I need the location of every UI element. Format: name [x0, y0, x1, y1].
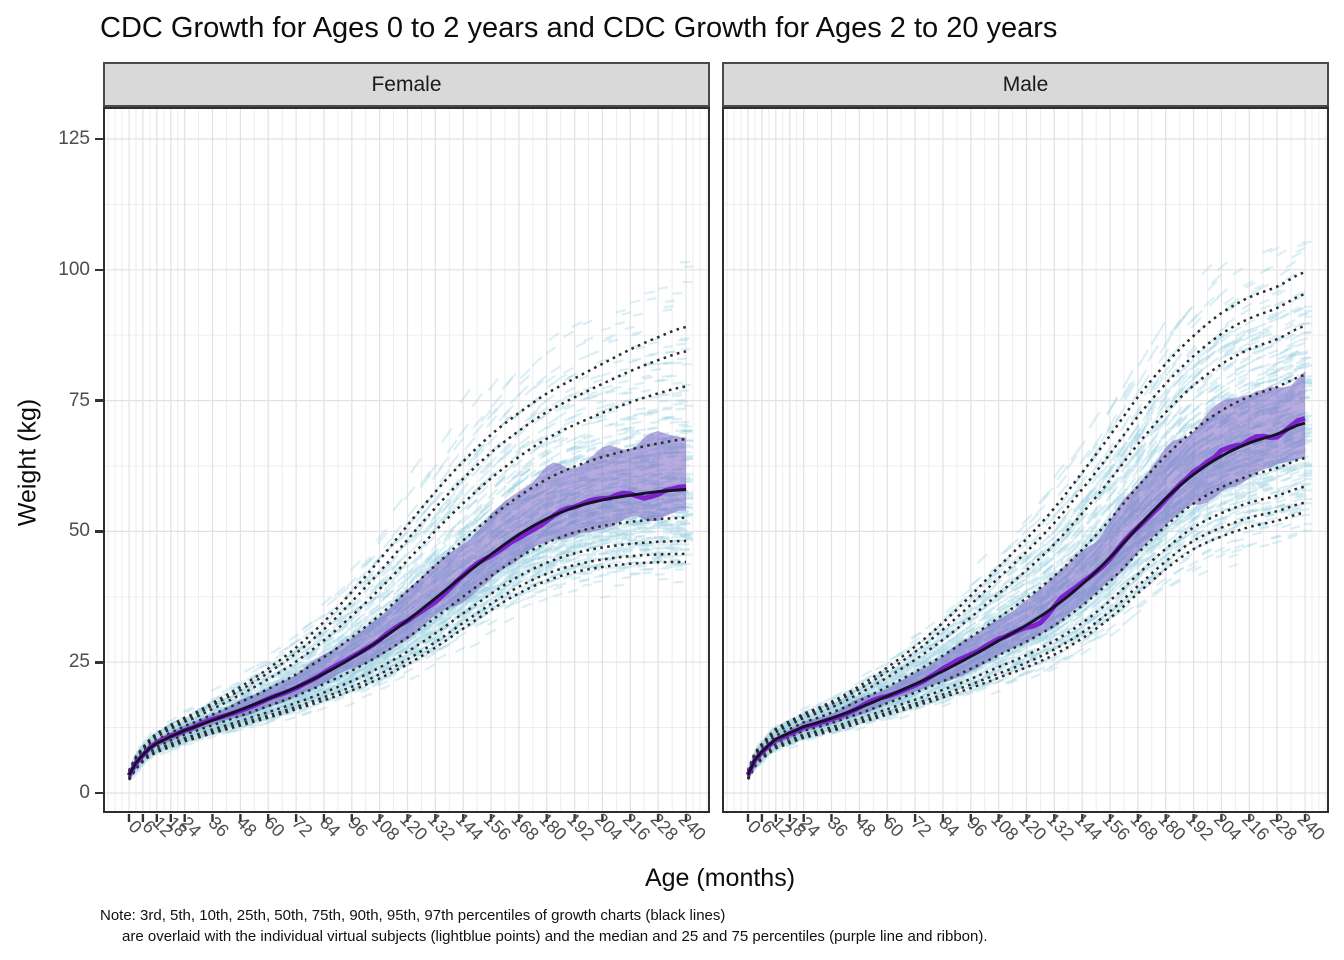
x-tick-label: 84 [935, 813, 963, 841]
footnote-line1: Note: 3rd, 5th, 10th, 25th, 50th, 75th, … [100, 907, 726, 924]
facet-strip-male: Male [722, 62, 1329, 107]
y-grid-major [104, 138, 709, 794]
x-tick-label: 228 [1266, 809, 1301, 844]
percentile-line-75th [127, 437, 687, 775]
percentile-line-3rd [746, 511, 1306, 780]
x-tick-label: 132 [424, 809, 459, 844]
x-tick-label: 168 [507, 809, 542, 844]
y-tick-label: 75 [68, 389, 90, 411]
y-grid-major [723, 138, 1328, 794]
x-tick-label: 180 [535, 809, 570, 844]
x-tick-label: 96 [344, 813, 372, 841]
y-tick-mark [95, 137, 103, 141]
y-grid-minor [723, 203, 1328, 729]
x-tick-label: 168 [1126, 809, 1161, 844]
x-tick-label: 72 [907, 813, 935, 841]
percentile-line-90th [746, 324, 1306, 773]
y-tick-label: 100 [58, 258, 90, 280]
x-tick-label: 192 [563, 809, 598, 844]
x-tick-label: 60 [260, 813, 288, 841]
x-tick-label: 48 [232, 813, 260, 841]
x-tick-label: 204 [1210, 809, 1245, 844]
percentile-line-97th [127, 325, 687, 772]
footnote-line2: are overlaid with the individual virtual… [122, 928, 988, 945]
percentile-line-25th [746, 456, 1306, 778]
x-tick-label: 108 [987, 809, 1022, 844]
percentile-line-95th [127, 350, 687, 772]
percentile-line-10th [746, 485, 1306, 779]
panel-content [104, 108, 709, 812]
x-tick-label: 120 [396, 809, 431, 844]
x-tick-label: 216 [1238, 809, 1273, 844]
y-tick-mark [95, 661, 103, 664]
facet-strip-female: Female [103, 62, 710, 107]
x-tick-marks [746, 814, 1307, 822]
x-tick-label: 108 [368, 809, 403, 844]
percentile-line-25th [127, 516, 687, 778]
y-tick-mark [95, 268, 103, 272]
x-tick-label: 96 [963, 813, 991, 841]
panel-border [103, 107, 710, 813]
x-tick-label: 216 [619, 809, 654, 844]
y-tick-mark [95, 530, 103, 533]
x-tick-label: 240 [675, 809, 710, 844]
facet-label-female: Female [371, 73, 442, 96]
y-axis: 0 25 50 75 100 125 [0, 0, 103, 960]
x-tick-label: 180 [1154, 809, 1189, 844]
x-tick-label: 36 [824, 813, 852, 841]
y-tick-label: 25 [68, 651, 90, 673]
x-tick-label: 36 [205, 813, 233, 841]
footnote: Note: 3rd, 5th, 10th, 25th, 50th, 75th, … [100, 905, 988, 947]
x-tick-label: 240 [1294, 809, 1329, 844]
percentile-line-5th [127, 552, 687, 781]
x-tick-label: 204 [591, 809, 626, 844]
x-tick-label: 132 [1043, 809, 1078, 844]
x-tick-label: 156 [480, 809, 515, 844]
panel-border [722, 107, 1329, 813]
x-tick-label: 228 [647, 809, 682, 844]
facet-female: Female 0 6 12 18 24 36 48 60 72 84 96 108 120 132 144 1… [103, 62, 710, 844]
x-tick-label: 120 [1015, 809, 1050, 844]
x-tick-label: 48 [851, 813, 879, 841]
panel-content [723, 108, 1328, 812]
facet-label-male: Male [1002, 73, 1049, 96]
x-tick-label: 84 [316, 813, 344, 841]
x-tick-label: 192 [1182, 809, 1217, 844]
reference-median-line [127, 488, 687, 776]
x-axis-title: Age (months) [644, 864, 796, 892]
y-axis-title: Weight (kg) [13, 398, 42, 527]
facet-male: Male 0 6 12 18 24 36 48 60 72 84 96 108 120 132 144 156… [722, 62, 1329, 844]
x-tick-label: 156 [1099, 809, 1134, 844]
x-tick-label: 144 [1071, 809, 1106, 844]
x-tick-label: 60 [879, 813, 907, 841]
iqr-ribbon [748, 371, 1305, 777]
y-tick-label: 50 [68, 520, 90, 542]
y-tick-label: 125 [58, 128, 90, 149]
y-tick-mark [95, 399, 103, 402]
x-tick-marks [127, 814, 688, 822]
x-tick-label: 144 [452, 809, 487, 844]
reference-median-line [746, 421, 1306, 776]
chart-title: CDC Growth for Ages 0 to 2 years and CDC… [100, 12, 1058, 44]
percentile-line-75th [746, 373, 1306, 774]
y-tick-mark [95, 791, 103, 795]
x-tick-label: 72 [288, 813, 316, 841]
y-tick-label: 0 [79, 782, 90, 803]
